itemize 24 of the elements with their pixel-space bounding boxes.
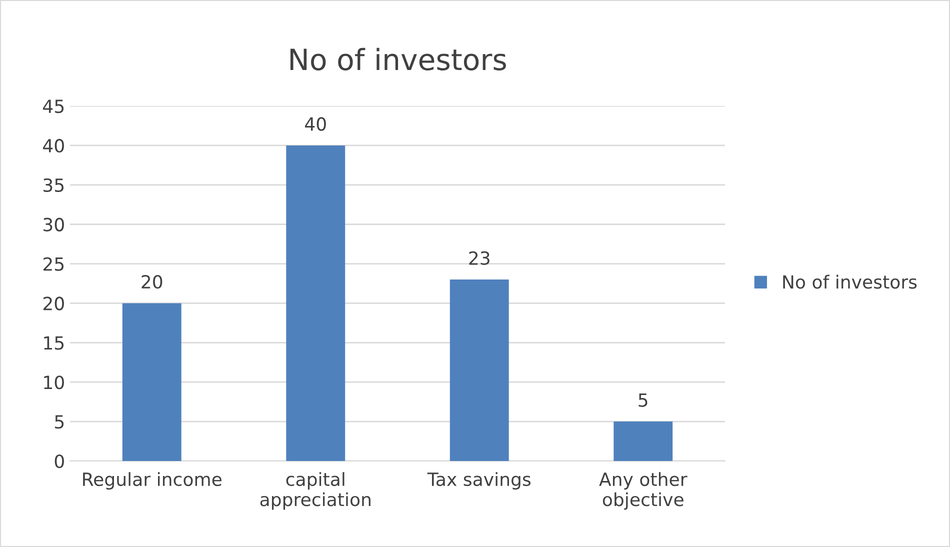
y-tick-label: 30 <box>44 218 64 232</box>
y-tick-label: 20 <box>43 296 64 310</box>
bar <box>122 303 182 461</box>
data-label: 23 <box>469 251 490 265</box>
y-tick-label: 0 <box>54 454 64 468</box>
x-tick-label: capital appreciation <box>260 472 370 510</box>
y-tick-label: 5 <box>55 415 64 429</box>
y-tick-label: 25 <box>43 257 64 271</box>
x-tick-label: Regular income <box>83 472 222 490</box>
y-tick-label: 15 <box>44 336 64 350</box>
y-tick-label: 45 <box>43 100 64 114</box>
data-label: 5 <box>638 394 648 407</box>
bar <box>286 145 346 461</box>
legend-label: No of investors <box>783 274 917 289</box>
data-label: 40 <box>305 117 326 131</box>
bar <box>614 422 673 461</box>
y-tick-label: 40 <box>43 138 64 153</box>
y-tick-label: 35 <box>44 178 64 192</box>
x-tick-label: Any other objective <box>599 472 688 510</box>
chart-title: No of investors <box>290 48 506 70</box>
bar <box>450 280 509 461</box>
x-tick-label: Tax savings <box>427 472 531 490</box>
y-tick-label: 10 <box>44 376 64 390</box>
data-label: 20 <box>142 274 162 289</box>
